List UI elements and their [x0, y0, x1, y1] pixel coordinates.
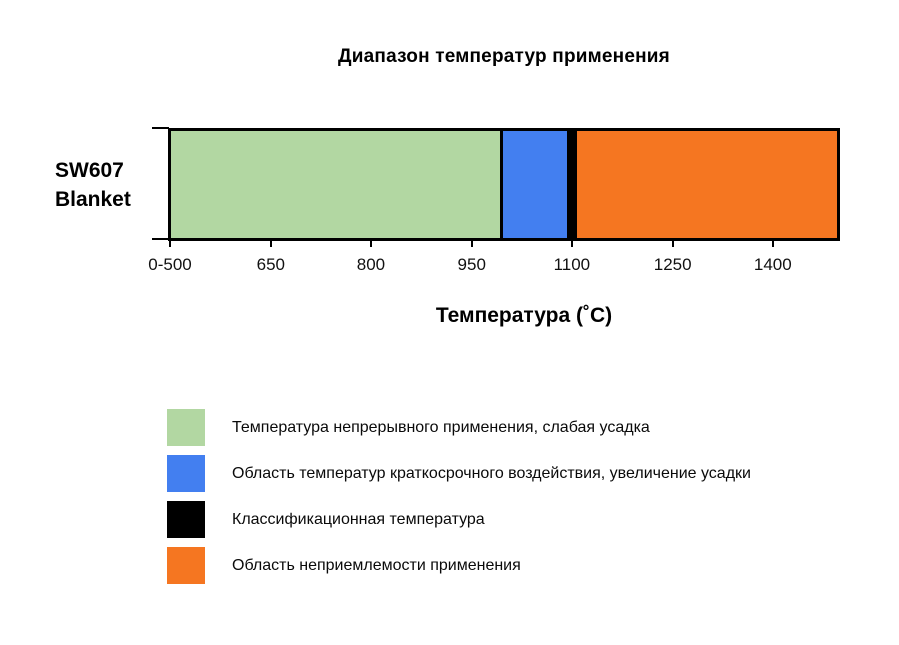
bar-segment-unacceptable-orange [576, 131, 837, 238]
legend-label-continuous-use: Температура непрерывного применения, сла… [232, 418, 650, 436]
x-axis-tick-650 [269, 240, 272, 247]
legend: Температура непрерывного применения, сла… [167, 409, 751, 593]
x-axis-tick-label-950: 950 [457, 255, 486, 274]
legend-row-unacceptable: Область неприемлемости применения [167, 547, 751, 584]
x-axis-tick-label-0-500: 0-500 [148, 255, 192, 274]
x-axis-tick-1100 [570, 240, 573, 247]
x-axis-tick-label-650: 650 [256, 255, 285, 274]
y-axis-bottom-tick [152, 238, 169, 240]
x-axis-tick-1400 [771, 240, 774, 247]
bar-segment-continuous-use-green [171, 131, 500, 238]
legend-row-continuous-use: Температура непрерывного применения, сла… [167, 409, 751, 446]
x-axis-tick-label-1400: 1400 [753, 255, 792, 274]
x-axis-tick-label-1100: 1100 [553, 255, 591, 274]
bar-segment-short-term-blue [502, 131, 567, 238]
x-axis-tick-1250 [671, 240, 674, 247]
legend-swatch-short-term [167, 455, 205, 492]
x-axis-tick-0-500 [169, 240, 172, 247]
x-axis-title: Температура (˚C) [435, 304, 613, 327]
legend-swatch-continuous-use [167, 409, 205, 446]
bar-category-label-line2: Blanket [55, 188, 131, 211]
x-axis-tick-800 [369, 240, 372, 247]
y-axis-top-tick [152, 127, 169, 129]
x-axis-tick-label-800: 800 [356, 255, 386, 274]
bar-segment-divider-black [500, 131, 503, 238]
legend-row-short-term: Область температур краткосрочного воздей… [167, 455, 751, 492]
x-axis-tick-label-1250: 1250 [653, 255, 692, 274]
chart-title: Диапазон температур применения [338, 46, 670, 67]
bar-segment-classification-black [566, 131, 577, 238]
legend-swatch-unacceptable [167, 547, 205, 584]
legend-row-classification: Классификационная температура [167, 501, 751, 538]
bar-category-label: SW607 Blanket [55, 156, 131, 214]
legend-label-short-term: Область температур краткосрочного воздей… [232, 464, 751, 482]
stacked-bar [168, 128, 840, 241]
legend-swatch-classification [167, 501, 205, 538]
legend-label-classification: Классификационная температура [232, 510, 485, 528]
x-axis-tick-950 [470, 240, 473, 247]
bar-category-label-line1: SW607 [55, 159, 124, 182]
legend-label-unacceptable: Область неприемлемости применения [232, 556, 521, 574]
